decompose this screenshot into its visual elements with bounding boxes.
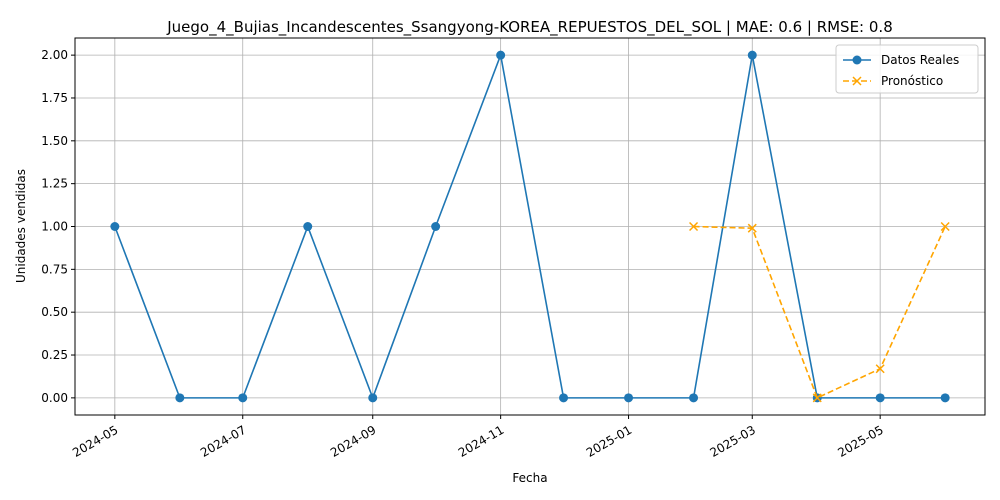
series-datos-reales [110,50,950,403]
series-line [693,225,946,399]
y-tick-label: 1.25 [41,177,68,191]
x-tick-label: 2024-07 [198,423,248,460]
data-point [689,221,699,232]
series-line [114,52,946,401]
chart-title: Juego_4_Bujias_Incandescentes_Ssangyong-… [166,18,893,37]
y-axis: 0.00 0.25 0.50 0.75 1.00 1.25 1.50 1.75 2.00 [41,48,75,405]
x-tick-label: 2025-01 [584,423,634,460]
x-tick-label: 2024-11 [456,423,506,460]
data-point [812,393,822,403]
y-tick-label: 2.00 [41,48,68,62]
legend-label: Pronóstico [881,74,943,88]
x-tick-label: 2025-05 [835,423,885,460]
data-point [238,393,248,403]
data-point [852,76,862,86]
data-point [496,50,506,60]
data-point [368,393,378,403]
data-point [110,222,120,231]
data-point [431,222,441,231]
data-point [559,393,569,403]
x-tick-label: 2024-05 [70,423,120,460]
series-pronostico [689,221,950,403]
x-axis: 2024-05 2024-07 2024-09 2024-11 2025-01 2025-… [70,415,886,460]
data-point [689,393,699,403]
legend: Datos Reales Pronóstico [835,44,979,94]
y-tick-label: 1.50 [41,134,68,148]
grid [75,38,985,415]
legend-entry: Datos Reales [843,53,959,67]
x-tick-label: 2024-09 [328,423,378,460]
data-point [624,393,634,403]
y-tick-label: 0.00 [41,391,68,405]
data-point [747,223,757,233]
y-tick-label: 0.50 [41,305,68,319]
y-tick-label: 1.00 [41,220,68,234]
data-point [875,393,885,403]
y-tick-label: 1.75 [41,91,68,105]
data-point [747,50,757,60]
y-axis-label: Unidades vendidas [14,169,28,283]
legend-box [835,44,979,94]
x-tick-label: 2025-03 [708,423,758,460]
y-tick-label: 0.75 [41,262,68,276]
data-point [303,222,313,231]
series-layer [110,50,950,403]
y-tick-label: 0.25 [41,348,68,362]
data-point [940,393,950,403]
x-axis-label: Fecha [512,471,547,485]
legend-entry: Pronóstico [843,74,943,88]
data-point [940,221,950,232]
data-point [875,364,885,374]
legend-label: Datos Reales [881,53,959,67]
data-point [175,393,185,403]
data-point [852,55,862,65]
